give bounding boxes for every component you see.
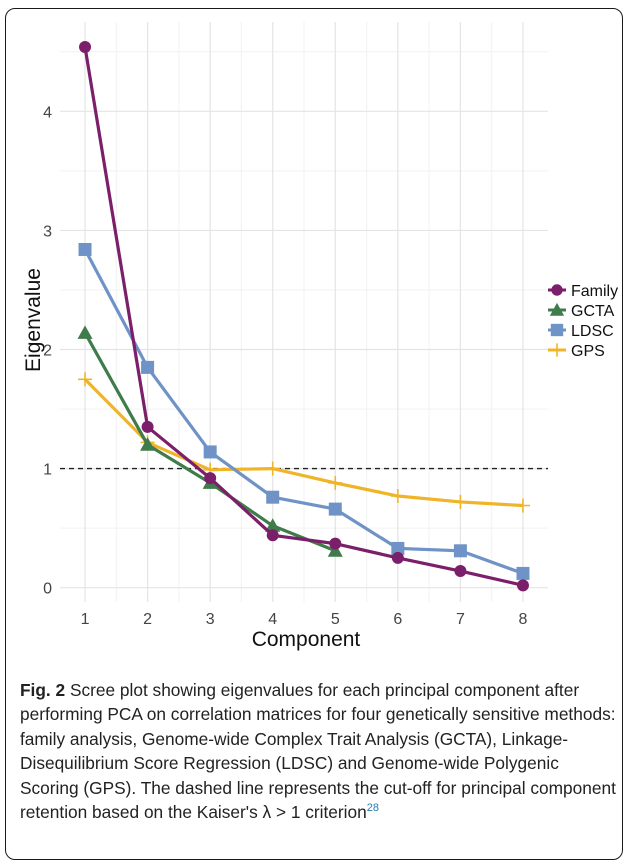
legend-label-family: Family (571, 283, 618, 300)
caption-label: Fig. 2 (20, 680, 66, 700)
legend-item-gcta: GCTA (548, 302, 615, 320)
x-tick-label: 6 (393, 611, 402, 628)
data-point-gcta (327, 543, 343, 557)
data-point-gps (328, 475, 343, 490)
series-gps (78, 372, 530, 513)
data-point-family (391, 551, 404, 564)
data-point-ldsc (78, 242, 92, 256)
legend-marker-ldsc (550, 323, 564, 337)
legend-item-family: Family (548, 283, 618, 300)
tick-labels: 0 1 2 3 4 1 2 3 4 5 6 7 8 (43, 104, 527, 628)
y-tick-label: 3 (43, 223, 52, 240)
data-point-family (204, 472, 217, 485)
series-layer (77, 41, 530, 592)
data-point-ldsc (266, 490, 280, 504)
legend: Family GCTA LDSC GPS (548, 283, 618, 360)
legend-label-gps: GPS (571, 343, 605, 360)
series-line-family (83, 46, 524, 587)
data-point-gcta (77, 325, 93, 339)
legend-label-ldsc: LDSC (571, 323, 614, 340)
data-point-ldsc (453, 544, 467, 558)
data-point-gps (390, 489, 405, 504)
y-tick-label: 0 (43, 581, 52, 598)
series-family (79, 41, 529, 592)
data-point-family (79, 41, 92, 54)
x-tick-label: 8 (519, 611, 528, 628)
data-point-ldsc (328, 502, 342, 516)
y-tick-label: 1 (43, 462, 52, 479)
caption-text: Scree plot showing eigenvalues for each … (20, 680, 616, 823)
grid (60, 22, 548, 602)
data-point-gcta (140, 437, 156, 451)
data-point-ldsc (516, 566, 530, 580)
figure-frame (5, 8, 623, 860)
data-point-ldsc (203, 445, 217, 459)
series-line-gps (83, 378, 524, 508)
data-point-ldsc (391, 541, 405, 555)
series-ldsc (78, 242, 530, 580)
data-point-family (141, 420, 154, 433)
data-point-family (266, 529, 279, 542)
x-tick-label: 3 (206, 611, 215, 628)
legend-marker-gps (550, 343, 564, 357)
legend-marker-family (551, 284, 563, 296)
scree-plot: 0 1 2 3 4 1 2 3 4 5 6 7 8 Component Eigenvalue Famil… (22, 22, 618, 651)
data-point-family (454, 565, 467, 578)
data-point-gps (78, 372, 93, 387)
legend-marker-gcta (549, 302, 565, 316)
y-axis-title: Eigenvalue (22, 268, 45, 372)
data-point-gps (453, 494, 468, 509)
y-tick-label: 2 (43, 343, 52, 360)
series-line-ldsc (83, 248, 524, 575)
data-point-gcta (265, 518, 281, 532)
legend-item-ldsc: LDSC (548, 323, 614, 340)
y-tick-label: 4 (43, 104, 52, 121)
legend-label-gcta: GCTA (571, 303, 615, 320)
x-axis-title: Component (252, 628, 361, 651)
data-point-gps (265, 461, 280, 476)
x-tick-label: 4 (268, 611, 277, 628)
figure-caption: Fig. 2 Scree plot showing eigenvalues fo… (20, 678, 618, 824)
data-point-gps (515, 498, 530, 513)
data-point-ldsc (141, 360, 155, 374)
data-point-family (516, 579, 529, 592)
legend-item-gps: GPS (548, 343, 605, 360)
x-tick-label: 1 (81, 611, 90, 628)
x-tick-label: 2 (143, 611, 152, 628)
x-tick-label: 5 (331, 611, 340, 628)
data-point-family (329, 537, 342, 550)
caption-reference[interactable]: 28 (366, 802, 379, 815)
x-tick-label: 7 (456, 611, 465, 628)
